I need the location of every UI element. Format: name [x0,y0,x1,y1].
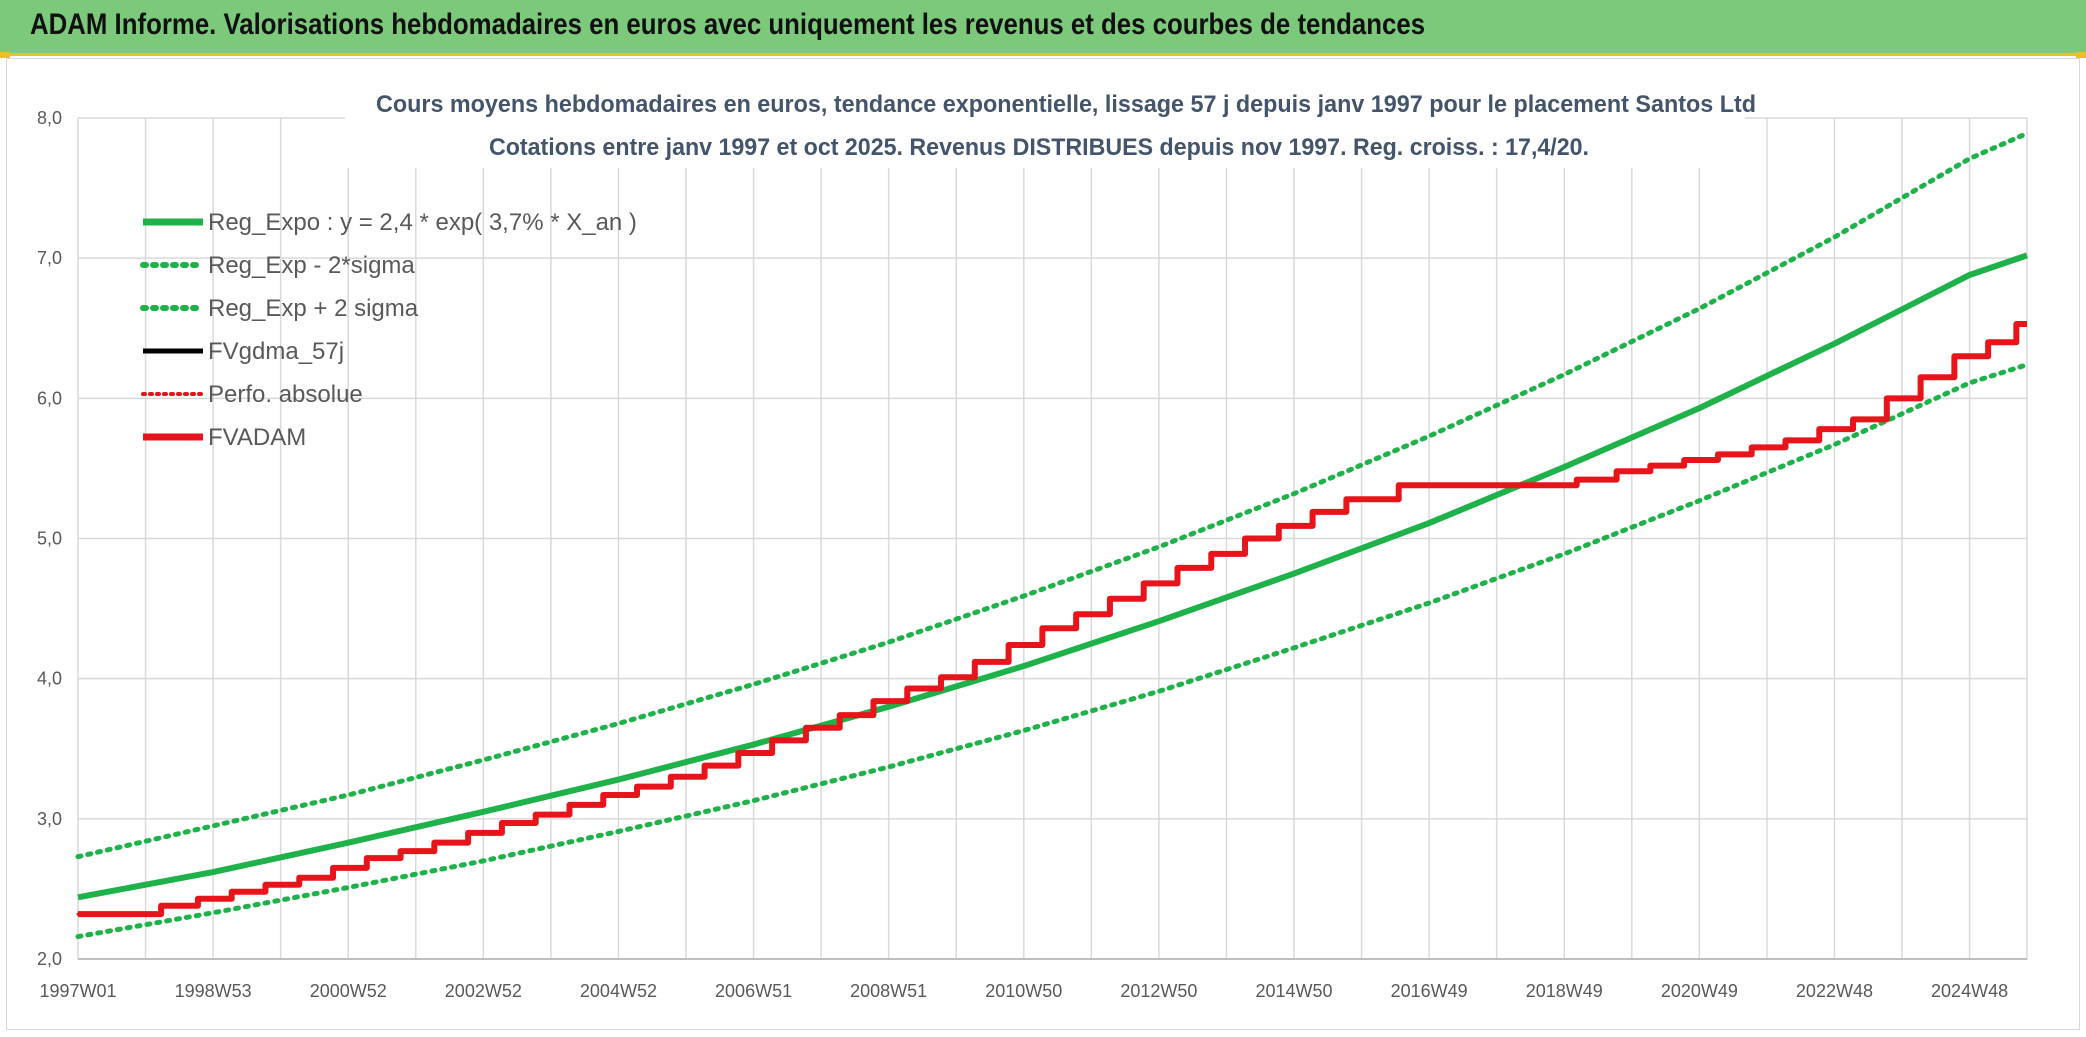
legend-label: Perfo. absolue [208,381,363,408]
x-tick-label: 2022W48 [1796,981,1873,1001]
x-tick-label: 2020W49 [1661,981,1738,1001]
x-tick-label: 2000W52 [310,981,387,1001]
y-tick-label: 5,0 [37,529,62,549]
y-tick-label: 8,0 [37,108,62,128]
series-line [75,362,2030,940]
chart-grid [77,117,2028,960]
title-backdrop [345,82,1745,168]
report-banner: ADAM Informe. Valorisations hebdomadaire… [0,0,2086,56]
x-tick-label: 2006W51 [715,981,792,1001]
chart-title: Cours moyens hebdomadaires en euros, ten… [376,91,1756,118]
report-title: ADAM Informe. Valorisations hebdomadaire… [30,8,1426,41]
chart-axes: 2,0 3,0 4,0 5,0 6,0 7,0 8,0 1997W01 1998W53 2000W… [37,108,2027,1001]
y-tick-label: 3,0 [37,809,62,829]
y-tick-label: 7,0 [37,248,62,268]
series-line [78,322,2027,917]
chart-subtitle: Cotations entre janv 1997 et oct 2025. R… [489,134,1589,161]
series-line [76,322,2029,916]
chart-legend: Reg_Expo : y = 2,4 * exp( 3,7% * X_an ) R… [140,209,637,451]
x-tick-label: 2004W52 [580,981,657,1001]
series-line [78,321,2027,918]
x-tick-label: 2016W49 [1391,981,1468,1001]
y-tick-label: 2,0 [37,949,62,969]
y-tick-label: 4,0 [37,669,62,689]
chart-series [75,130,2030,940]
x-tick-label: 2008W51 [850,981,927,1001]
legend-label: Reg_Expo : y = 2,4 * exp( 3,7% * X_an ) [208,209,637,236]
x-tick-label: 2018W49 [1526,981,1603,1001]
x-tick-label: 2002W52 [445,981,522,1001]
legend-label: Reg_Exp - 2*sigma [208,252,415,279]
x-tick-label: 2024W48 [1931,981,2008,1001]
series-line [77,252,2028,901]
legend-label: FVADAM [208,424,306,451]
x-tick-label: 2014W50 [1255,981,1332,1001]
x-tick-label: 2010W50 [985,981,1062,1001]
x-tick-label: 2012W50 [1120,981,1197,1001]
x-tick-label: 1997W01 [39,981,116,1001]
corner-mark-right [2076,52,2086,58]
y-tick-label: 6,0 [37,388,62,408]
legend-label: Reg_Exp + 2 sigma [208,295,419,322]
corner-mark-left [0,52,10,58]
series-line [75,130,2030,860]
legend-label: FVgdma_57j [208,338,344,365]
x-tick-label: 1998W53 [175,981,252,1001]
